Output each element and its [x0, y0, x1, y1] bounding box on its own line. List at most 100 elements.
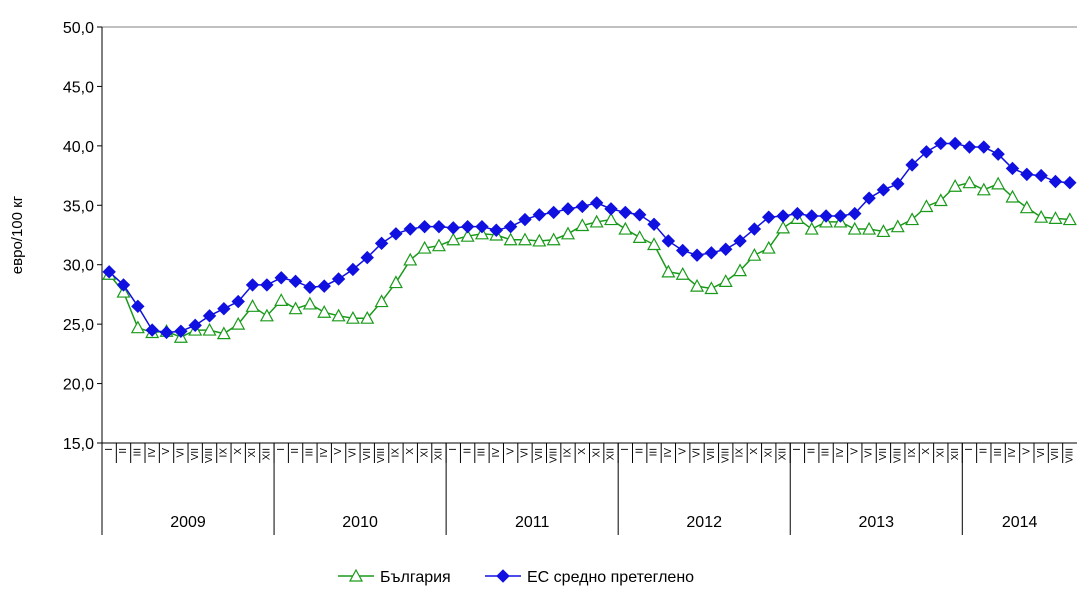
marker — [819, 209, 833, 223]
marker — [1020, 167, 1034, 182]
marker — [919, 145, 934, 159]
marker — [890, 219, 905, 233]
legend-label: България — [380, 569, 451, 586]
month-label: III — [821, 448, 832, 456]
marker — [1063, 175, 1077, 190]
legend-label: ЕС средно претеглено — [527, 569, 694, 586]
marker — [131, 299, 145, 314]
marker — [704, 246, 719, 260]
marker — [876, 183, 891, 197]
marker — [1048, 211, 1063, 224]
month-label: XI — [763, 448, 774, 457]
y-tick-label: 35,0 — [63, 198, 94, 215]
marker — [690, 278, 705, 292]
month-label: VII — [534, 448, 545, 460]
marker — [991, 176, 1006, 190]
month-label: VIII — [1064, 448, 1075, 463]
marker — [431, 238, 446, 252]
month-label: VIII — [892, 448, 903, 463]
marker — [675, 243, 690, 258]
marker — [159, 325, 174, 340]
y-tick-label: 40,0 — [63, 139, 94, 156]
month-label: XII — [434, 448, 445, 460]
marker — [130, 320, 145, 334]
marker — [546, 205, 561, 220]
marker — [374, 236, 389, 251]
marker — [805, 209, 819, 223]
marker — [718, 274, 733, 287]
y-tick-label: 25,0 — [63, 317, 94, 334]
year-label: 2014 — [1002, 514, 1038, 531]
marker — [733, 263, 748, 277]
month-label: VI — [520, 448, 531, 457]
month-label: IX — [219, 448, 230, 458]
marker — [231, 294, 245, 309]
marker — [496, 569, 510, 583]
marker — [632, 208, 647, 222]
month-label: V — [161, 448, 172, 455]
marker — [374, 294, 389, 308]
marker — [1062, 212, 1077, 226]
marker — [790, 206, 805, 221]
month-label: IX — [735, 448, 746, 458]
month-label: III — [305, 448, 316, 456]
month-label: IX — [907, 448, 918, 458]
month-label: VII — [706, 448, 717, 460]
marker — [776, 209, 790, 223]
marker — [589, 196, 604, 210]
month-label: IV — [147, 448, 158, 458]
marker — [905, 212, 920, 226]
marker — [389, 227, 403, 241]
marker — [661, 264, 676, 278]
marker — [317, 279, 331, 293]
marker — [761, 240, 776, 254]
marker — [288, 274, 303, 289]
marker — [216, 326, 231, 340]
marker — [331, 272, 346, 286]
marker — [948, 179, 963, 192]
month-label: V — [1021, 448, 1032, 455]
month-label: XI — [419, 448, 430, 457]
month-label: X — [405, 448, 416, 455]
marker — [962, 140, 977, 154]
month-label: X — [233, 448, 244, 455]
month-label: I — [276, 448, 287, 451]
marker — [202, 322, 217, 336]
month-label: VIII — [720, 448, 731, 463]
marker — [503, 219, 518, 234]
month-label: III — [993, 448, 1004, 456]
marker — [532, 233, 547, 247]
marker — [719, 242, 733, 256]
month-label: VIII — [204, 448, 215, 463]
marker — [417, 219, 432, 234]
month-label: VII — [190, 448, 201, 460]
marker — [733, 234, 747, 248]
marker — [933, 193, 948, 207]
marker — [575, 218, 590, 232]
month-label: II — [978, 448, 989, 454]
marker — [603, 212, 619, 226]
marker — [948, 136, 962, 151]
marker — [561, 202, 575, 216]
marker — [475, 219, 489, 234]
marker — [905, 158, 919, 172]
marker — [188, 318, 202, 333]
marker — [403, 222, 417, 236]
marker — [174, 324, 188, 338]
month-label: V — [849, 448, 860, 455]
marker — [303, 280, 317, 295]
marker — [575, 199, 590, 214]
month-label: XII — [950, 448, 961, 460]
month-label: I — [448, 448, 459, 451]
marker — [934, 136, 948, 151]
month-label: VII — [878, 448, 889, 460]
month-label: XI — [935, 448, 946, 457]
month-label: V — [677, 448, 688, 455]
month-label: IV — [663, 448, 674, 458]
marker — [1048, 174, 1063, 189]
y-tick-label: 50,0 — [63, 20, 94, 37]
marker — [647, 237, 662, 251]
y-axis-label: евро/100 кг — [9, 195, 26, 274]
marker — [675, 266, 690, 280]
marker — [847, 221, 862, 235]
